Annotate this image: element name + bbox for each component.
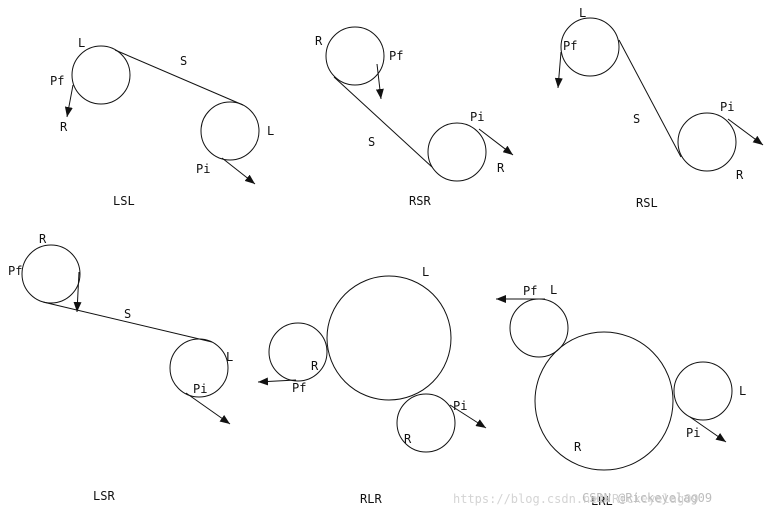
rsl-label-pf: Pf	[563, 39, 577, 53]
lrl-pi-arrow	[689, 416, 727, 443]
watermark-author: CSDN @Rickeyelag09	[582, 491, 712, 505]
lsl-label-pf: Pf	[50, 74, 64, 88]
lsr-straight-segment	[42, 301, 213, 343]
panel-lsr: R Pf S L Pi LSR	[8, 232, 233, 503]
rsr-label-r1: R	[315, 34, 323, 48]
lsl-label-r: R	[60, 120, 68, 134]
lrl-label-l2: L	[739, 384, 746, 398]
rlr-start-circle	[268, 322, 328, 382]
rlr-label-l: L	[422, 265, 429, 279]
lsl-label-s: S	[180, 54, 187, 68]
lsl-caption: LSL	[113, 194, 135, 208]
rsr-start-circle	[325, 26, 385, 86]
lsl-goal-circle	[200, 101, 260, 161]
rsr-goal-circle	[427, 122, 487, 182]
lsr-label-s: S	[124, 307, 131, 321]
lsl-pf-arrow	[64, 84, 74, 118]
rsr-straight-segment	[333, 76, 433, 168]
lsr-caption: LSR	[93, 489, 115, 503]
rlr-middle-circle	[326, 275, 452, 401]
rlr-goal-circle	[396, 393, 456, 453]
rsr-pi-arrow	[478, 128, 514, 156]
lsr-label-pf: Pf	[8, 264, 22, 278]
rsr-label-pf: Pf	[389, 49, 403, 63]
rsl-label-pi: Pi	[720, 100, 734, 114]
rsl-caption: RSL	[636, 196, 658, 210]
lsl-pi-arrow	[221, 157, 256, 185]
lsl-label-pi: Pi	[196, 162, 210, 176]
lrl-label-pi: Pi	[686, 426, 700, 440]
rlr-label-r1: R	[311, 359, 319, 373]
panel-rsl: L Pf S Pi R RSL	[554, 6, 764, 210]
lsl-label-l2: L	[267, 124, 274, 138]
rlr-label-pf: Pf	[292, 381, 306, 395]
lsr-pi-arrow	[185, 392, 231, 425]
panel-rlr: L R Pf Pi R RLR	[257, 265, 487, 506]
lsl-start-circle	[71, 45, 131, 105]
rlr-label-r2: R	[404, 432, 412, 446]
rsl-pf-arrow	[554, 51, 563, 89]
rlr-pf-arrow	[257, 377, 297, 386]
rlr-caption: RLR	[360, 492, 382, 506]
rsr-caption: RSR	[409, 194, 431, 208]
panel-lrl: Pf L L Pi R LRL	[496, 283, 746, 508]
rsl-pi-arrow	[727, 118, 764, 146]
lsr-label-r: R	[39, 232, 47, 246]
rsr-label-s: S	[368, 135, 375, 149]
lsr-start-circle	[21, 244, 81, 304]
panel-lsl: L S Pf R L Pi LSL	[50, 36, 274, 208]
lrl-label-l1: L	[550, 283, 557, 297]
rsr-label-pi: Pi	[470, 110, 484, 124]
lsr-label-pi: Pi	[193, 382, 207, 396]
lrl-label-r: R	[574, 440, 582, 454]
rlr-pi-arrow	[449, 404, 487, 429]
lrl-caption: LRL	[591, 494, 613, 508]
lsl-straight-segment	[114, 49, 244, 106]
panel-rsr: R Pf S Pi R RSR	[315, 26, 514, 208]
lrl-goal-circle	[673, 361, 733, 421]
lrl-middle-circle	[534, 331, 674, 471]
rsl-label-r: R	[736, 168, 744, 182]
rlr-label-pi: Pi	[453, 399, 467, 413]
lsr-label-l: L	[226, 350, 233, 364]
watermark-url: https://blog.csdn.net/Rickeyelag09	[453, 492, 699, 506]
rsl-straight-segment	[618, 39, 682, 158]
rsl-goal-circle	[677, 112, 737, 172]
lsr-pf-arrow	[73, 271, 82, 313]
rsr-label-r2: R	[497, 161, 505, 175]
rsl-label-s: S	[633, 112, 640, 126]
rsr-pf-arrow	[375, 63, 384, 100]
lrl-label-pf: Pf	[523, 284, 537, 298]
lsl-label-l1: L	[78, 36, 85, 50]
rsl-start-circle	[560, 17, 620, 77]
rsl-label-l: L	[579, 6, 586, 20]
